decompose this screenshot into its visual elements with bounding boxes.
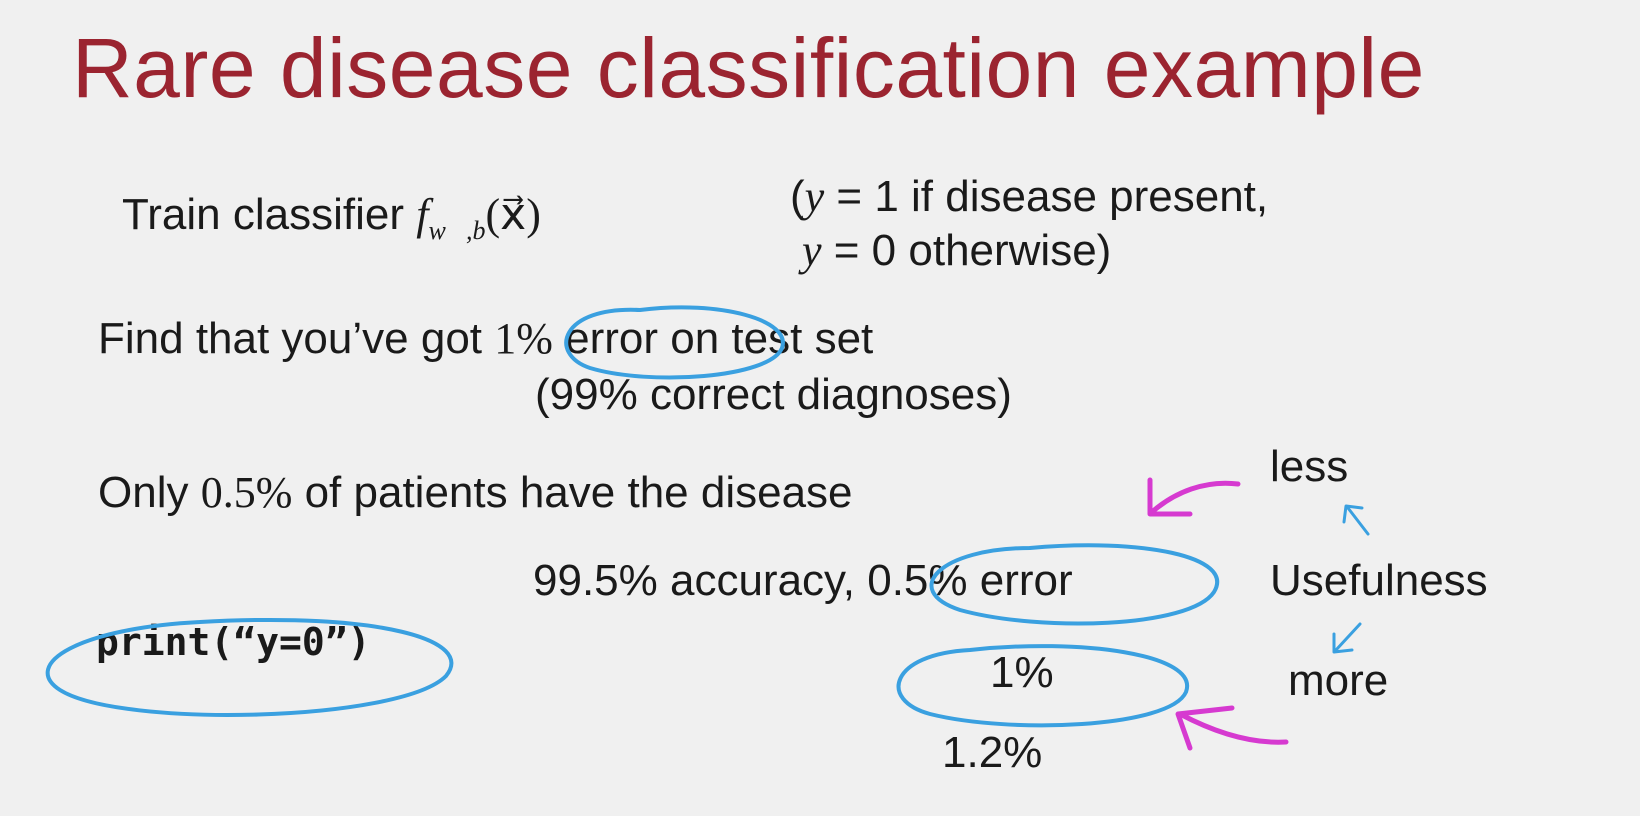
train-classifier-line: Train classifier fw⃗,b(x⃗) bbox=[122, 190, 541, 246]
correct-diagnoses: (99% correct diagnoses) bbox=[535, 370, 1012, 419]
one-two-percent: 1.2% bbox=[942, 728, 1043, 777]
label-def-rest1: = 1 if disease present, bbox=[824, 172, 1269, 221]
function-f: f bbox=[416, 190, 429, 239]
label-definition-line-1: (y = 1 if disease present, bbox=[790, 172, 1268, 223]
arrow-down-icon bbox=[1334, 622, 1362, 652]
one-percent: 1% bbox=[990, 648, 1054, 697]
usefulness-label: Usefulness bbox=[1270, 556, 1488, 605]
usefulness-less: less bbox=[1270, 442, 1349, 491]
arrow-up-head-icon bbox=[1342, 504, 1364, 524]
find-suffix: on test set bbox=[658, 314, 874, 363]
find-error-line: Find that you’ve got 1% error on test se… bbox=[98, 314, 873, 365]
accuracy-error: 0.5% error bbox=[867, 556, 1073, 605]
find-error-word: error bbox=[552, 314, 659, 363]
arrow-less-icon bbox=[1149, 480, 1241, 515]
only-suffix: of patients have the disease bbox=[292, 468, 853, 517]
arrow-up-icon bbox=[1346, 506, 1370, 536]
find-prefix: Find that you’ve got bbox=[98, 314, 495, 363]
accuracy-prefix: 99.5% accuracy, bbox=[533, 556, 868, 605]
arrow-less-head-icon bbox=[1147, 477, 1193, 517]
function-subscript: w⃗,b bbox=[428, 216, 486, 245]
find-percent: 1% bbox=[494, 314, 553, 363]
label-definition-line-2: y = 0 otherwise) bbox=[802, 226, 1111, 277]
only-percent: 0.5% bbox=[200, 468, 293, 517]
label-def-open: ( bbox=[790, 172, 805, 221]
arrow-more-icon bbox=[1177, 711, 1289, 745]
arrow-down-head-icon bbox=[1332, 632, 1354, 654]
label-def-y1: y bbox=[804, 172, 825, 221]
function-argument: (x⃗) bbox=[485, 190, 541, 239]
only-patients-line: Only 0.5% of patients have the disease bbox=[98, 468, 853, 519]
label-def-y2: y bbox=[802, 226, 822, 275]
usefulness-more: more bbox=[1288, 656, 1389, 705]
train-text: Train classifier bbox=[122, 190, 417, 239]
arrow-more-head-icon bbox=[1175, 705, 1235, 751]
slide-title: Rare disease classification example bbox=[72, 21, 1425, 115]
only-prefix: Only bbox=[98, 468, 201, 517]
print-code: print(“y=0”) bbox=[96, 620, 371, 664]
accuracy-line: 99.5% accuracy, 0.5% error bbox=[533, 556, 1073, 607]
label-def-rest2: = 0 otherwise) bbox=[821, 226, 1112, 275]
